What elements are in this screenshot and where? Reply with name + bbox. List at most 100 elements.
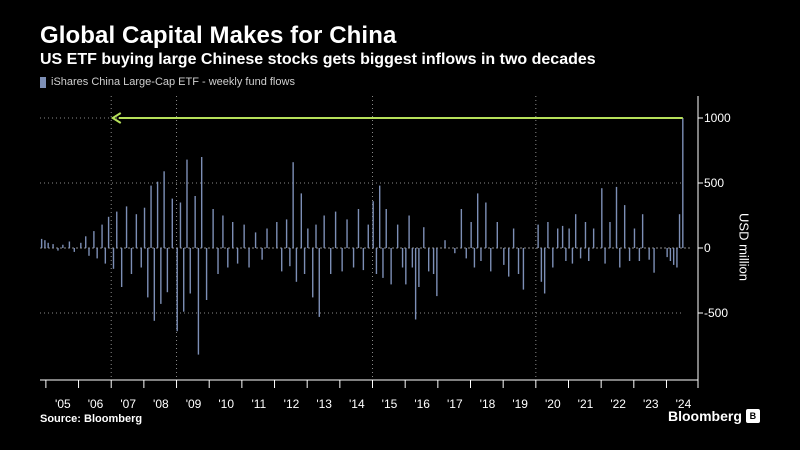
grid-layer (40, 96, 690, 380)
flow-bar (543, 248, 546, 294)
x-tick-label: '24 (676, 397, 692, 411)
flow-bar (669, 248, 672, 261)
flow-bar (227, 248, 229, 268)
flow-bar (276, 222, 278, 248)
bloomberg-logo: Bloomberg B (668, 408, 760, 424)
flow-bar (101, 224, 103, 248)
flow-bar (112, 248, 115, 269)
flow-bar (135, 214, 138, 248)
flow-bar (623, 205, 626, 248)
flow-bar (628, 248, 631, 261)
flow-bar (307, 228, 309, 248)
flow-bar (396, 224, 399, 248)
y-tick-label: -500 (704, 306, 728, 320)
flow-bar (633, 228, 636, 248)
flow-bar (104, 248, 107, 264)
flow-bar (189, 248, 191, 294)
flow-bar (160, 248, 162, 304)
flow-bar (418, 248, 420, 287)
flow-bar (281, 248, 283, 272)
y-axis-label: USD million (736, 213, 752, 281)
flow-bar (604, 248, 606, 264)
flow-bar (508, 248, 510, 277)
b-icon: B (745, 409, 760, 423)
flow-bar (619, 248, 621, 268)
flow-bar (444, 240, 446, 248)
flow-bar (609, 222, 611, 248)
flow-bar (367, 224, 369, 248)
flow-bar (584, 222, 587, 248)
flow-bar (68, 241, 71, 248)
flow-bar (436, 248, 438, 297)
flow-bar (179, 202, 182, 248)
x-tick-label: '18 (480, 397, 496, 411)
flow-bar (537, 224, 539, 248)
flow-bar (592, 228, 595, 248)
flow-bar (503, 248, 505, 265)
legend-label: iShares China Large-Cap ETF - weekly fun… (51, 76, 295, 88)
y-tick-label: 1000 (704, 111, 731, 125)
flow-bar (197, 248, 200, 355)
flow-bar (183, 248, 185, 312)
x-tick-label: '05 (55, 397, 71, 411)
flow-bar (200, 157, 203, 248)
flow-bar (47, 242, 49, 248)
flow-bar (408, 215, 410, 248)
flow-bar (254, 232, 257, 248)
x-tick-label: '11 (251, 397, 266, 411)
flow-bar (85, 236, 87, 248)
x-tick-label: '17 (447, 397, 463, 411)
flow-bar (80, 242, 82, 248)
flow-bar (323, 215, 325, 248)
flow-bar (205, 248, 208, 300)
y-tick-label: 500 (704, 176, 724, 190)
flow-bar (372, 201, 374, 248)
x-tick-label: '22 (610, 397, 626, 411)
flow-bar (57, 248, 59, 251)
flow-bar (222, 215, 224, 248)
flow-bar (163, 171, 165, 248)
flow-bar (362, 248, 365, 271)
flow-bar (615, 186, 618, 248)
flow-bar (248, 248, 250, 268)
x-tick-label: '20 (545, 397, 561, 411)
flow-bar (295, 248, 298, 282)
flow-bar (107, 216, 110, 248)
flow-bar (352, 248, 355, 268)
flow-bar (236, 248, 239, 264)
flow-bar (485, 202, 487, 248)
flow-bar (73, 248, 75, 252)
flow-bar (130, 248, 133, 274)
flow-bar (540, 248, 543, 282)
flow-bar (561, 225, 564, 248)
flow-bar (574, 214, 577, 248)
flow-bar (579, 248, 582, 259)
x-tick-label: '16 (414, 397, 430, 411)
flow-bar (346, 219, 348, 248)
flow-bar (44, 240, 46, 248)
x-tick-label: '09 (186, 397, 202, 411)
flow-bar (312, 248, 314, 298)
flow-bar (52, 244, 54, 248)
flow-bar (125, 206, 128, 248)
x-tick-label: '12 (284, 397, 300, 411)
flow-bar (588, 248, 590, 261)
flow-bar (465, 248, 467, 259)
flow-bar (390, 248, 392, 285)
flow-bar (171, 198, 173, 248)
flow-bar (641, 214, 644, 248)
flow-bar (476, 193, 479, 248)
flow-bar (405, 248, 407, 285)
flow-bar (648, 248, 650, 260)
flow-bar (150, 185, 152, 248)
flow-bar (186, 159, 188, 248)
flow-bar (470, 222, 472, 248)
flow-bar (382, 248, 384, 278)
flow-bar (217, 248, 219, 274)
flow-bar (432, 248, 435, 274)
flow-bar (243, 224, 245, 248)
flow-bar (93, 231, 95, 248)
axes-layer: 1000 500 0 -500 '05 '06 '07 '08 '09 '10 '11 '12 '13 '… (40, 96, 731, 411)
flow-bar (334, 211, 337, 248)
legend: iShares China Large-Cap ETF - weekly fun… (40, 76, 295, 88)
